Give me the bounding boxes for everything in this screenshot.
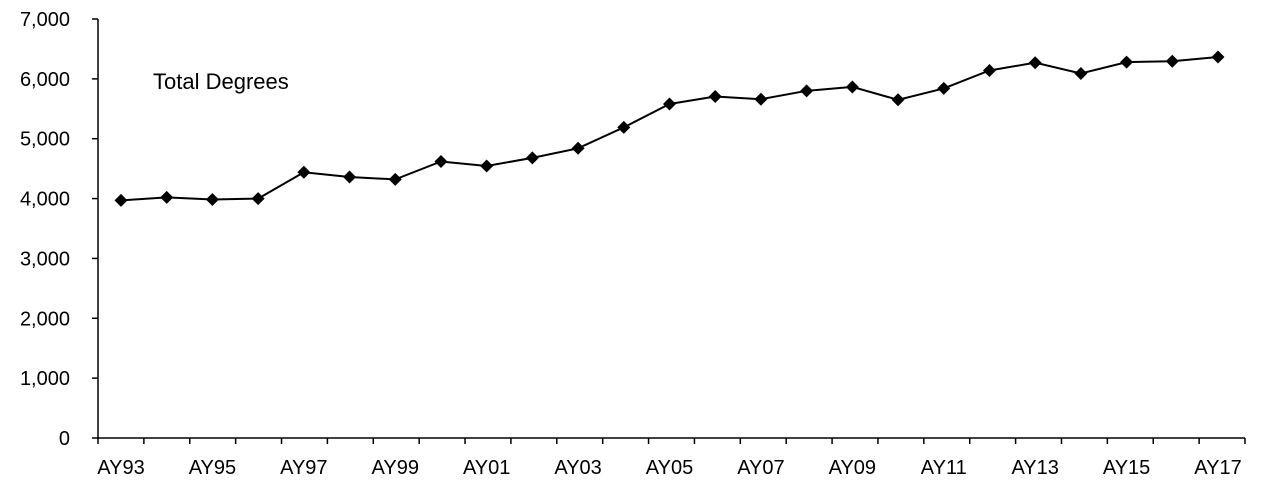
data-point-marker bbox=[205, 192, 219, 206]
data-point-marker bbox=[800, 84, 814, 98]
x-tick-label: AY99 bbox=[372, 457, 419, 479]
data-point-marker bbox=[663, 97, 676, 111]
data-point-marker bbox=[982, 63, 996, 77]
y-tick-label: 5,000 bbox=[20, 129, 70, 151]
data-point-marker bbox=[1074, 66, 1088, 80]
data-point-marker bbox=[1211, 50, 1225, 64]
data-point-marker bbox=[388, 172, 402, 186]
x-tick-label: AY95 bbox=[189, 457, 236, 479]
y-tick-label: 4,000 bbox=[20, 189, 70, 211]
x-tick-label: AY05 bbox=[646, 457, 693, 479]
chart-annotation: Total Degrees bbox=[153, 69, 289, 94]
data-point-marker bbox=[1028, 56, 1042, 70]
data-point-marker bbox=[525, 151, 539, 165]
x-tick-label: AY09 bbox=[829, 457, 876, 479]
data-point-marker bbox=[891, 93, 905, 107]
series-total-degrees bbox=[114, 50, 1225, 207]
data-point-marker bbox=[114, 193, 128, 207]
y-tick-label: 6,000 bbox=[20, 69, 70, 91]
x-tick-label: AY11 bbox=[921, 457, 967, 479]
data-point-marker bbox=[297, 165, 311, 179]
x-tick-label: AY15 bbox=[1103, 457, 1150, 479]
y-tick-label: 3,000 bbox=[20, 248, 70, 270]
data-point-marker bbox=[343, 170, 357, 184]
axes bbox=[92, 18, 1246, 444]
data-point-marker bbox=[434, 154, 448, 168]
data-point-marker bbox=[160, 190, 174, 204]
y-tick-label: 0 bbox=[59, 428, 70, 450]
data-point-marker bbox=[480, 159, 494, 173]
data-point-marker bbox=[251, 192, 265, 206]
data-point-marker bbox=[571, 141, 585, 155]
data-point-marker bbox=[937, 81, 951, 95]
x-tick-label: AY17 bbox=[1194, 457, 1241, 479]
data-point-marker bbox=[617, 120, 631, 134]
x-tick-label: AY93 bbox=[97, 457, 144, 479]
data-point-marker bbox=[1165, 54, 1179, 68]
data-point-marker bbox=[754, 92, 768, 106]
x-tick-label: AY97 bbox=[280, 457, 327, 479]
x-tick-label: AY03 bbox=[554, 457, 601, 479]
y-tick-label: 7,000 bbox=[20, 9, 70, 31]
data-point-marker bbox=[1120, 55, 1134, 69]
x-tick-label: AY07 bbox=[737, 457, 784, 479]
tick-labels: 0 1,000 2,000 3,000 4,000 5,000 6,000 7,000 AY93… bbox=[20, 9, 1242, 479]
x-tick-label: AY13 bbox=[1011, 457, 1058, 479]
data-point-marker bbox=[708, 90, 722, 104]
data-point-marker bbox=[845, 80, 859, 94]
x-tick-label: AY01 bbox=[463, 457, 510, 479]
y-tick-label: 2,000 bbox=[20, 308, 70, 330]
y-tick-label: 1,000 bbox=[20, 368, 70, 390]
